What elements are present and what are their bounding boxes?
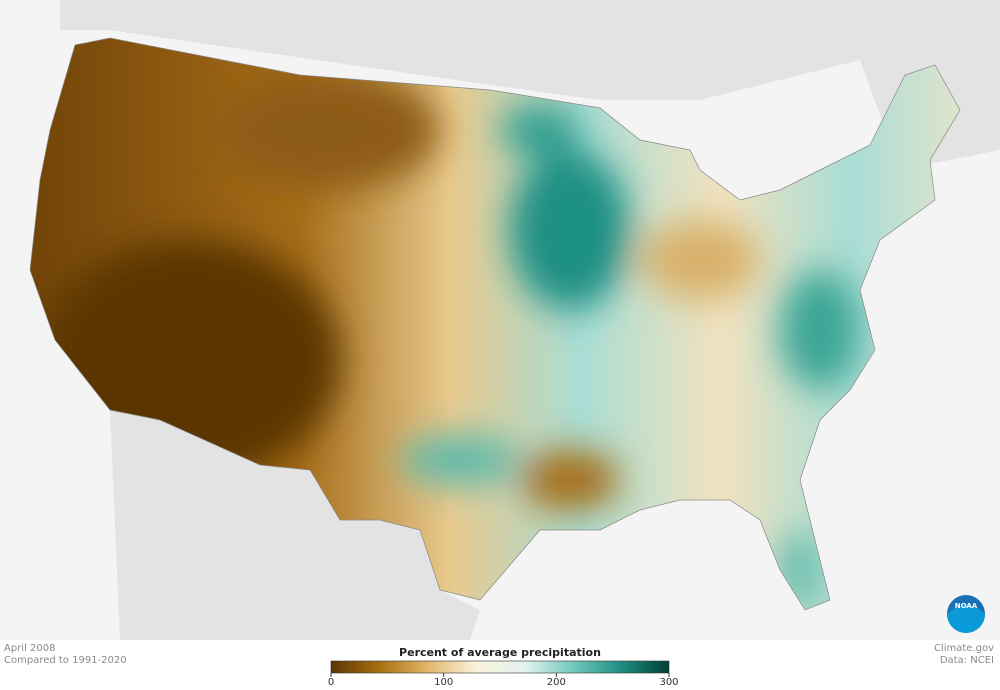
colorbar-tick-label: 300 (659, 677, 678, 688)
data-source: Data: NCEI (940, 655, 994, 666)
colorbar-tick-label: 200 (547, 677, 566, 688)
colorbar-tick-label: 100 (434, 677, 453, 688)
source: Climate.gov (934, 643, 994, 654)
colorbar-tick-label: 0 (328, 677, 334, 688)
baseline: Compared to 1991-2020 (4, 655, 127, 666)
colorbar (330, 660, 670, 674)
noaa-logo-wave (947, 605, 985, 633)
canada (60, 0, 1000, 170)
period: April 2008 (4, 643, 55, 654)
legend-title: Percent of average precipitation (399, 646, 601, 659)
logo-text: NOAA (955, 602, 978, 610)
mexico (110, 410, 480, 640)
